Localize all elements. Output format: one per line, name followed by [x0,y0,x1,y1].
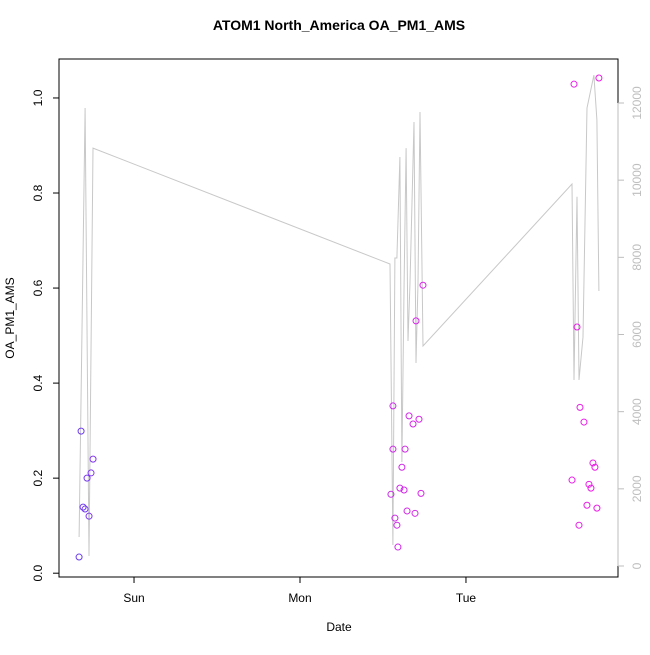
point [81,505,89,513]
point [396,484,404,492]
point [79,503,87,511]
point [400,486,408,494]
point [87,469,95,477]
point [391,514,399,522]
y2-tick-label: 2000 [630,475,644,502]
point [77,427,85,435]
line [78,74,600,557]
y2-tick-label: 10000 [630,163,644,197]
point [575,521,583,529]
y2-tick-label: 8000 [630,244,644,271]
point [585,480,593,488]
point [595,74,603,82]
plot-frame [58,58,619,578]
point [583,501,591,509]
point [411,509,419,517]
point [591,463,599,471]
point [573,323,581,331]
x-tick-label: Sun [123,591,144,605]
y-axis-label: OA_PM1_AMS [3,277,17,358]
point [417,489,425,497]
x-tick-label: Tue [456,591,477,605]
point [401,445,409,453]
point [589,459,597,467]
point [389,445,397,453]
point [568,476,576,484]
point [405,412,413,420]
y-tick-label: 0.2 [31,469,45,486]
point [394,543,402,551]
point [587,484,595,492]
point [75,553,83,561]
y-tick-label: 0.4 [31,374,45,391]
point [83,474,91,482]
y2-tick-label: 12000 [630,86,644,120]
y-tick-label: 0.0 [31,565,45,582]
x-axis-label: Date [326,620,352,634]
y2-tick-label: 0 [630,562,644,569]
point [393,521,401,529]
x-tick-label: Mon [288,591,311,605]
y2-tick-label: 4000 [630,398,644,425]
y-tick-label: 0.6 [31,279,45,296]
point [593,504,601,512]
point [398,463,406,471]
point [415,415,423,423]
point [389,402,397,410]
point [403,507,411,515]
point [576,403,584,411]
point [89,455,97,463]
point [412,317,420,325]
chart-title: ATOM1 North_America OA_PM1_AMS [213,17,465,33]
y2-tick-label: 6000 [630,321,644,348]
y-tick-label: 1.0 [31,89,45,106]
point [580,418,588,426]
point [570,80,578,88]
point [85,512,93,520]
point [419,281,427,289]
point [409,420,417,428]
point [387,490,395,498]
y-tick-label: 0.8 [31,184,45,201]
